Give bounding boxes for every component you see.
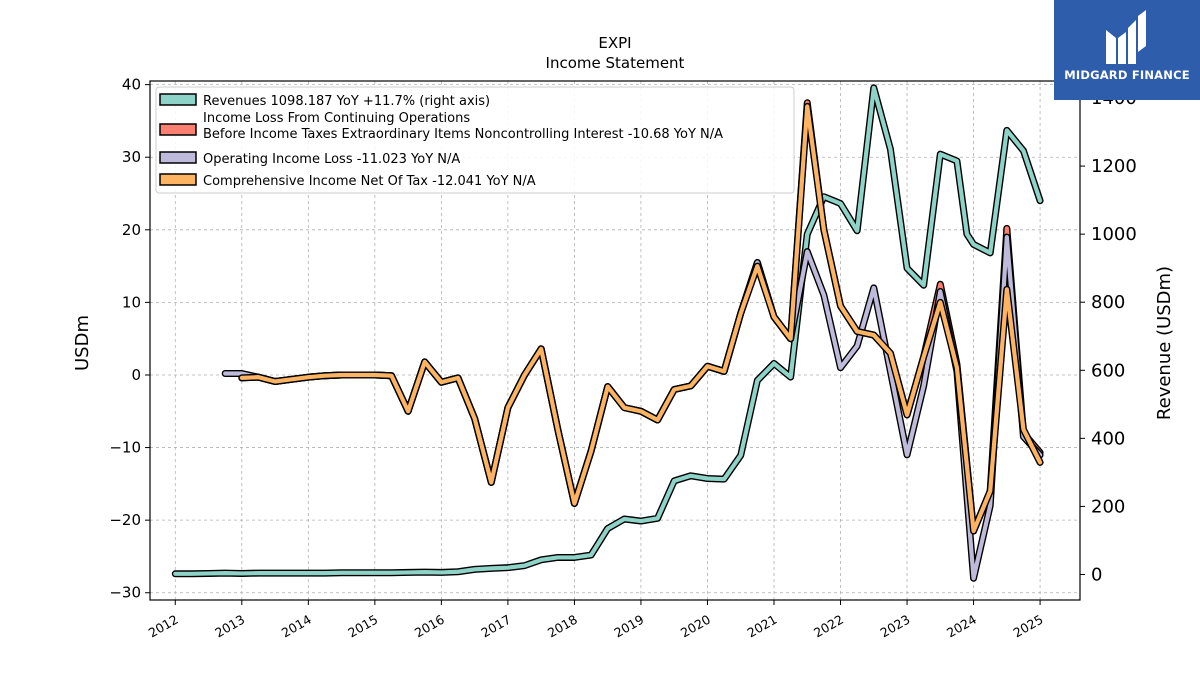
y-right-tick-label: 200 (1091, 496, 1125, 517)
legend-label: Operating Income Loss -11.023 YoY N/A (203, 152, 460, 167)
x-tick-label: 2015 (345, 612, 380, 641)
legend-label: Before Income Taxes Extraordinary Items … (203, 127, 723, 142)
legend-swatch (159, 123, 197, 136)
brand-name: MIDGARD FINANCE (1064, 68, 1190, 82)
x-tick-label: 2017 (478, 612, 513, 641)
x-tick-label: 2016 (412, 612, 447, 641)
series-line-3 (238, 102, 1044, 535)
series-line-stroke (239, 104, 1043, 534)
y-right-tick-label: 0 (1091, 564, 1102, 585)
y-left-tick-label: −20 (109, 511, 141, 529)
y-axis-left-label: USDm (72, 315, 93, 371)
x-tick-label: 2013 (212, 612, 247, 641)
legend-swatch (159, 93, 197, 106)
midgard-logo-icon (1106, 10, 1146, 64)
y-right-tick-label: 800 (1091, 292, 1125, 313)
y-left-tick-label: −30 (109, 584, 141, 602)
x-tick-label: 2024 (944, 612, 979, 641)
series-lines (171, 84, 1044, 582)
x-tick-label: 2022 (811, 612, 846, 641)
legend-label: Comprehensive Income Net Of Tax -12.041 … (203, 174, 536, 189)
x-tick-label: 2014 (279, 612, 314, 641)
legend-swatch (159, 151, 197, 164)
y-right-tick-label: 1000 (1091, 224, 1137, 245)
series-line-0 (171, 84, 1044, 578)
legend-box (155, 86, 795, 194)
y-left-tick-label: 30 (122, 148, 141, 166)
x-tick-label: 2018 (545, 612, 580, 641)
y-left-tick-label: −10 (109, 439, 141, 457)
y-right-tick-label: 1200 (1091, 156, 1137, 177)
legend: Revenues 1098.187 YoY +11.7% (right axis… (155, 86, 795, 194)
y-left-tick-label: 20 (122, 221, 141, 239)
y-right-tick-label: 600 (1091, 360, 1125, 381)
x-tick-label: 2019 (611, 612, 646, 641)
x-tick-label: 2020 (678, 612, 713, 641)
chart-subtitle: Income Statement (546, 54, 685, 72)
chart-title: EXPI (598, 34, 631, 52)
y-left-tick-label: 40 (122, 76, 141, 94)
legend-swatch (159, 173, 197, 186)
x-tick-label: 2012 (146, 612, 181, 641)
y-left-tick-label: 10 (122, 293, 141, 311)
x-tick-label: 2023 (877, 612, 912, 641)
y-right-tick-label: 400 (1091, 428, 1125, 449)
x-tick-label: 2025 (1011, 612, 1046, 641)
legend-label: Revenues 1098.187 YoY +11.7% (right axis… (203, 94, 490, 109)
series-line-stroke (173, 85, 1043, 576)
brand-logo: MIDGARD FINANCE (1054, 0, 1200, 100)
plot-frame (149, 80, 1081, 601)
y-left-tick-label: 0 (131, 366, 141, 384)
y-axis-right-label: Revenue (USDm) (1154, 266, 1175, 420)
x-tick-label: 2021 (744, 612, 779, 641)
legend-label: Income Loss From Continuing Operations (203, 111, 470, 126)
